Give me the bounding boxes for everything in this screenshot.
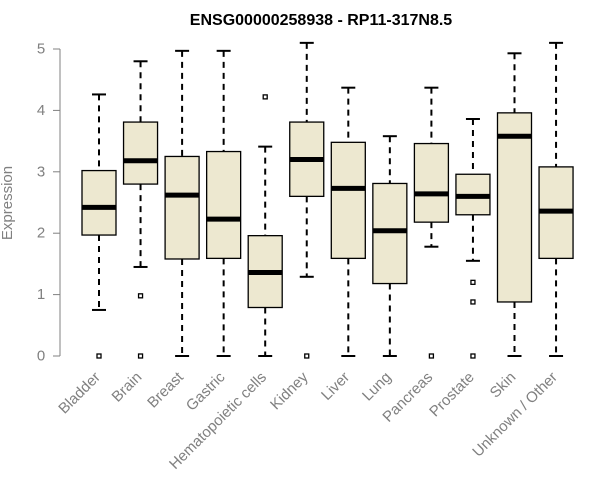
box-pancreas [413,86,450,359]
x-tick-label: Prostate [426,369,478,421]
iqr-box [372,182,408,285]
box-bladder [81,93,117,359]
x-tick-label: Brain [109,369,146,406]
iqr-box [413,142,450,223]
y-tick-label: 4 [37,102,45,119]
outlier-point [470,279,476,285]
outlier-point [262,94,268,100]
iqr-box [122,121,159,185]
x-tick-label: Kidney [267,368,312,413]
iqr-box [330,141,366,260]
y-tick-label: 2 [37,225,45,242]
box-unknown-other [538,41,574,357]
box-brain [122,60,159,359]
x-tick-label: Skin [487,369,520,402]
boxes [81,41,574,359]
outlier-point [428,353,435,359]
outlier-point [137,353,144,359]
iqr-box [164,155,200,260]
outlier-point [137,293,144,299]
iqr-box [81,169,117,236]
box-gastric [205,49,242,357]
outlier-point [96,353,102,359]
box-kidney [289,41,325,359]
axes: 0 1 2 3 4 5 [37,41,61,365]
box-skin [496,52,533,357]
y-axis-label: Expression [0,166,16,240]
y-tick-label: 0 [37,348,45,365]
y-tick-label: 1 [37,286,45,303]
iqr-box [496,112,533,303]
y-tick-label: 3 [37,163,45,180]
box-liver [330,86,366,357]
outlier-point [304,353,310,359]
outlier-point [470,299,476,305]
y-tick-label: 5 [37,41,45,58]
x-tick-label: Liver [318,369,353,404]
iqr-box [205,150,242,260]
box-lung [372,135,408,357]
box-prostate [455,117,491,359]
x-tick-label: Lung [359,369,395,405]
chart-title: ENSG00000258938 - RP11-317N8.5 [190,12,453,29]
box-breast [164,49,200,357]
x-tick-label: Bladder [55,369,104,418]
outlier-point [470,353,476,359]
x-tick-label: Breast [144,368,187,411]
box-hematopoietic-cells [247,94,283,357]
